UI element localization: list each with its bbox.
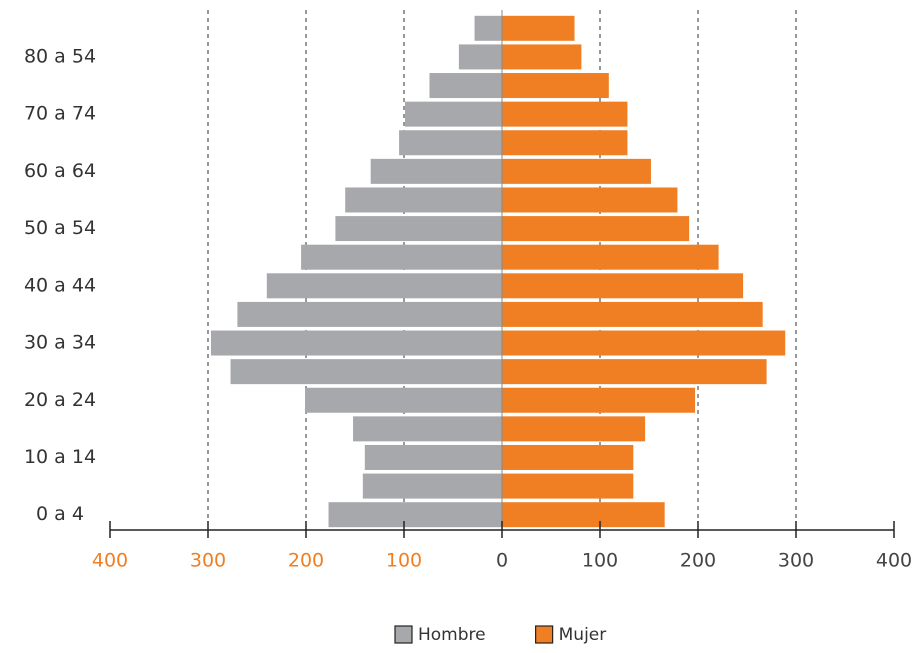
bar [474, 15, 502, 41]
bar [502, 101, 628, 127]
bar [502, 444, 634, 470]
bar [502, 473, 634, 499]
bar [502, 387, 696, 413]
legend-label: Mujer [559, 625, 607, 645]
bar [266, 273, 502, 299]
bar [301, 244, 502, 270]
bar [502, 330, 786, 356]
x-tick-label: 100 [582, 550, 618, 572]
y-tick-label: 50 a 54 [24, 217, 96, 239]
bar [404, 101, 502, 127]
bar [502, 416, 646, 442]
bar [210, 330, 502, 356]
bar [502, 15, 575, 41]
bar [370, 158, 502, 184]
bar [399, 130, 502, 156]
legend-swatch [535, 625, 554, 644]
bar [502, 244, 719, 270]
legend-label: Hombre [418, 625, 486, 645]
y-tick-label: 60 a 64 [24, 160, 96, 182]
y-tick-label: 70 a 74 [24, 103, 96, 125]
bar [502, 216, 690, 242]
bar [429, 73, 502, 99]
x-tick-label: 300 [190, 550, 226, 572]
bar [502, 44, 582, 70]
y-tick-label: 40 a 44 [24, 274, 96, 296]
legend-swatch [394, 625, 413, 644]
bar [305, 387, 502, 413]
y-tick-label: 0 a 4 [36, 503, 84, 525]
bar [335, 216, 502, 242]
x-tick-label: 400 [92, 550, 128, 572]
bar [502, 502, 665, 528]
x-tick-label: 300 [778, 550, 814, 572]
x-tick-label: 0 [496, 550, 508, 572]
bar [328, 502, 502, 528]
bar [502, 130, 628, 156]
y-tick-label: 10 a 14 [24, 446, 96, 468]
x-tick-label: 200 [288, 550, 324, 572]
bar [345, 187, 502, 213]
bar [502, 158, 651, 184]
y-tick-label: 80 a 54 [24, 45, 96, 67]
bar [237, 301, 502, 327]
bar [458, 44, 502, 70]
bar [364, 444, 502, 470]
y-tick-label: 30 a 34 [24, 332, 96, 354]
bar [362, 473, 502, 499]
bar [502, 73, 609, 99]
bar [502, 359, 767, 385]
x-tick-label: 200 [680, 550, 716, 572]
bar [502, 301, 763, 327]
bar [502, 273, 744, 299]
bar [230, 359, 503, 385]
bar [353, 416, 502, 442]
x-tick-label: 100 [386, 550, 422, 572]
bar [502, 187, 678, 213]
x-tick-label: 400 [876, 550, 912, 572]
y-tick-label: 20 a 24 [24, 389, 96, 411]
